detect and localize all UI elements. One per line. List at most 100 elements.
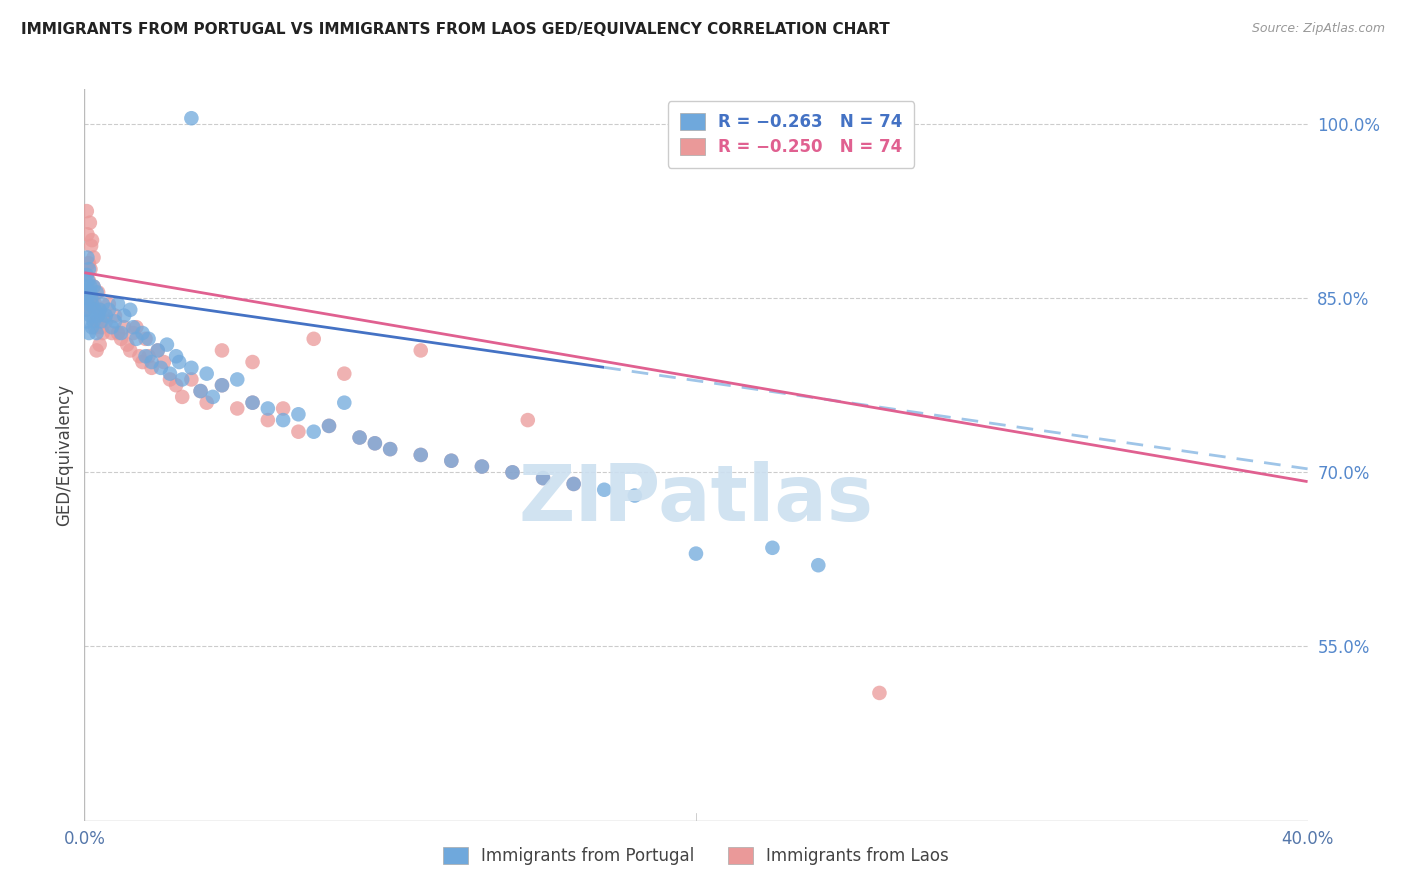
Point [79,285,101,300]
Point [242,395,264,409]
Point [101,320,124,334]
Point [128,349,150,363]
Point [104,309,127,323]
Point [131,326,153,340]
Point [146,343,169,358]
Legend: Immigrants from Portugal, Immigrants from Laos: Immigrants from Portugal, Immigrants fro… [430,833,962,878]
Point [226,401,249,416]
Point [84,297,107,311]
Point [226,372,249,386]
Point [409,343,432,358]
Point [77,274,100,288]
Point [122,320,145,334]
Point [242,355,264,369]
Point [86,326,108,340]
Point [110,332,132,346]
Point [87,309,110,323]
Point [685,547,707,561]
Point [211,378,233,392]
Text: ZIPatlas: ZIPatlas [519,461,873,537]
Point [502,466,524,480]
Point [172,372,194,386]
Point [122,326,145,340]
Point [107,326,129,340]
Point [502,466,524,480]
Point [180,372,202,386]
Point [156,337,179,351]
Point [135,332,157,346]
Point [153,355,176,369]
Point [333,395,356,409]
Point [83,251,105,265]
Y-axis label: GED/Equivalency: GED/Equivalency [55,384,73,526]
Point [211,378,233,392]
Point [112,320,135,334]
Point [869,686,891,700]
Point [94,309,117,323]
Point [83,279,105,293]
Point [593,483,616,497]
Point [562,477,585,491]
Point [79,309,101,323]
Point [77,262,100,277]
Point [79,262,101,277]
Point [761,541,783,555]
Point [165,349,187,363]
Point [91,326,114,340]
Point [77,297,100,311]
Point [180,112,202,126]
Point [211,343,233,358]
Point [104,314,127,328]
Point [86,285,108,300]
Point [125,332,148,346]
Point [110,326,132,340]
Point [562,477,585,491]
Point [91,309,114,323]
Point [75,268,97,282]
Point [380,442,402,456]
Point [90,314,112,328]
Point [364,436,387,450]
Point [180,360,202,375]
Point [257,401,280,416]
Point [242,395,264,409]
Point [440,454,463,468]
Point [190,384,212,398]
Point [302,332,325,346]
Point [80,297,103,311]
Point [75,279,97,293]
Point [83,314,105,328]
Point [89,302,111,317]
Point [471,459,494,474]
Point [112,309,135,323]
Point [80,291,103,305]
Point [91,297,114,311]
Point [165,378,187,392]
Point [146,343,169,358]
Point [97,297,120,311]
Point [77,274,100,288]
Point [201,390,224,404]
Point [82,309,104,323]
Point [318,418,340,433]
Point [471,459,494,474]
Point [76,204,98,219]
Point [271,401,294,416]
Point [167,355,190,369]
Point [79,285,101,300]
Point [318,418,340,433]
Point [79,279,101,293]
Point [516,413,538,427]
Point [257,413,280,427]
Point [77,326,100,340]
Point [380,442,402,456]
Point [159,372,181,386]
Point [90,320,112,334]
Point [135,349,157,363]
Point [77,256,100,270]
Point [271,413,294,427]
Point [84,320,107,334]
Point [80,233,103,247]
Point [89,337,111,351]
Point [349,430,371,444]
